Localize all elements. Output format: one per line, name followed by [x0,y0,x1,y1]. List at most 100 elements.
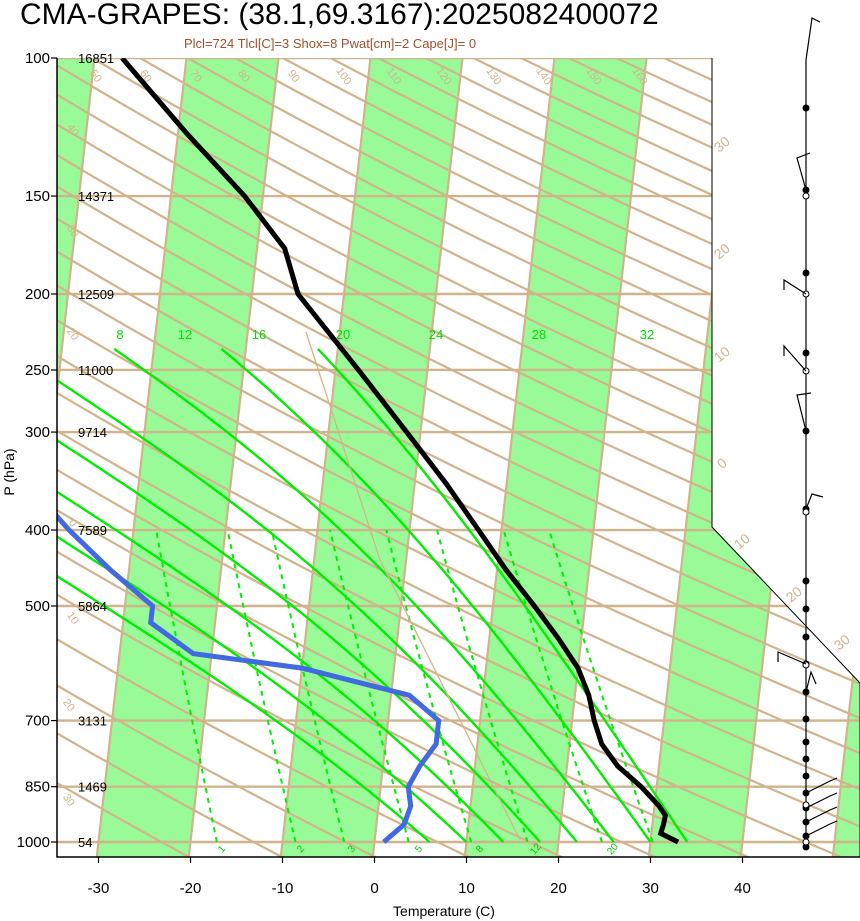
wind-level-dot [802,577,810,585]
moist-adiabat-label: 32 [640,327,654,342]
height-label: 11000 [78,363,113,378]
moist-adiabat-line [220,347,652,843]
y-tick-label: 1000 [17,834,50,851]
dry-adiabat-line [57,58,860,857]
plot-area [0,22,860,859]
wind-level-dot [802,349,810,357]
dry-adiabat-line [57,58,286,857]
isotherm-band [648,58,835,857]
dry-adiabat-line [57,58,566,857]
y-tick-label: 150 [25,188,50,205]
y-tick-label: 200 [25,286,50,303]
mixing-ratio-line [270,529,346,843]
height-label: 5864 [78,599,107,614]
wind-level-dot [802,755,810,763]
wind-level-dot [802,843,810,851]
isotherm-line [0,22,7,859]
wind-barb [805,820,838,837]
mixing-ratio-line [329,529,410,843]
wind-barb [777,651,807,665]
moist-adiabat-line [113,347,615,843]
isotherm-label: 30 [711,133,733,155]
height-label: 7589 [78,523,107,538]
x-tick-label: -10 [272,880,294,897]
dry-adiabat-line [57,58,753,857]
y-axis-label: P (hPa) [1,448,17,495]
x-tick-label: 10 [458,880,475,897]
isotherm-band [464,58,651,857]
wind-barb [805,792,838,809]
wind-calm-circle [802,838,810,846]
height-label: 9714 [78,425,107,440]
dry-adiabat-label: 70 [187,68,204,85]
isotherm-label: 10 [711,343,733,365]
temperature-profile-line [120,58,680,845]
y-tick-label: 100 [25,50,50,67]
y-tick-label: 250 [25,362,50,379]
moist-adiabat-line [317,348,689,843]
height-label: 3131 [78,714,107,729]
x-tick-label: 0 [370,880,378,897]
x-tick-label: 20 [550,880,567,897]
y-tick-label: 300 [25,424,50,441]
wind-barb [805,493,824,510]
wind-level-dot [802,104,810,112]
mixing-ratio-label: 20 [605,841,621,857]
isotherm-label: 0 [714,454,730,471]
x-axis-label: Temperature (C) [393,903,495,919]
isotherm-label: 20 [783,583,805,605]
wind-barb [783,278,807,295]
isotherm-line [831,58,860,857]
dry-adiabat-label: 50 [87,68,104,85]
isotherm-edge-label: 30 [60,792,77,809]
height-label: 14371 [78,189,114,204]
dry-adiabat-label: 130 [483,65,503,87]
x-tick-label: 30 [642,880,659,897]
height-label: 12509 [78,287,114,302]
isotherm-label: 10 [731,530,753,552]
wind-level-dot [802,738,810,746]
wind-level-dot [802,772,810,780]
dry-adiabat-line [57,58,193,857]
isotherm-label: 20 [711,240,733,262]
isotherm-label: 30 [831,631,853,653]
mixing-ratio-label: 5 [413,843,425,855]
isotherm-edge-label: 40 [64,122,81,139]
wind-calm-circle [802,508,810,516]
moist-adiabat-line [57,347,578,843]
height-label: 54 [78,835,92,850]
wind-barb [805,670,817,693]
isotherm-edge-label: 20 [64,326,81,343]
moist-adiabat-line [57,347,431,843]
dry-adiabat-line [57,58,380,857]
isotherm-line [57,58,100,857]
dry-adiabat-label: 90 [285,68,302,85]
moist-adiabat-label: 16 [252,327,266,342]
wind-level-dot [802,715,810,723]
y-tick-label: 850 [25,779,50,796]
wind-barb [805,17,821,61]
moist-adiabat-label: 12 [178,327,192,342]
parcel-path-line [305,331,521,841]
dry-adiabat-line [57,58,473,857]
y-tick-label: 500 [25,598,50,615]
mixing-ratio-label: 1 [216,843,228,855]
wind-barb [783,344,807,372]
mixing-ratio-line [155,529,218,843]
mixing-ratio-line [226,529,297,843]
isotherm-band [96,58,283,857]
isotherm-line [371,58,468,857]
wind-level-dot [802,633,810,641]
wind-barb [796,152,811,191]
height-label: 16851 [78,51,114,66]
isotherm-line [463,58,560,857]
moist-adiabat-label: 28 [532,327,546,342]
x-tick-label: -30 [88,880,110,897]
mixing-ratio-label: 2 [295,843,307,855]
wind-level-dot [802,605,810,613]
wind-level-dot [802,269,810,277]
isotherm-line [279,58,376,857]
isotherm-edge-label: 20 [60,697,77,714]
moist-adiabat-line [57,347,468,843]
